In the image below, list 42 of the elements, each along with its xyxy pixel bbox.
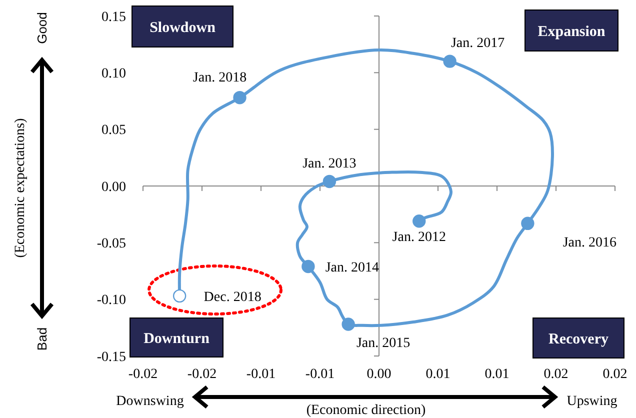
text: Good xyxy=(34,12,50,44)
y-tick-label: 0.00 xyxy=(102,180,126,195)
y-tick-label: -0.05 xyxy=(96,236,126,252)
x-tick-label: -0.02 xyxy=(128,367,158,382)
annotation: Jan. 2013 xyxy=(302,156,356,172)
text: Upswing xyxy=(566,394,618,409)
annotation: Jan. 2012 xyxy=(392,230,446,246)
y-axis-title: (Economic expectations) xyxy=(13,118,28,258)
x-tick-label: -0.02 xyxy=(187,367,217,382)
x-tick-label: 0.02 xyxy=(544,367,568,382)
annotation: Jan. 2017 xyxy=(450,36,505,52)
point xyxy=(443,54,456,68)
point xyxy=(521,216,534,230)
x-tick-label: 0.02 xyxy=(602,367,628,382)
y-tick-label: 0.15 xyxy=(102,10,126,25)
annotation: Downturn xyxy=(144,330,210,347)
annotation: Jan. 2014 xyxy=(325,260,380,276)
x-tick-label: -0.01 xyxy=(305,367,335,382)
x-axis-title: (Economic direction) xyxy=(306,403,426,418)
x-tick-label: -0.01 xyxy=(246,367,276,382)
point xyxy=(342,318,355,331)
point xyxy=(233,91,246,104)
annotation: Jan. 2018 xyxy=(192,70,247,86)
y-tick-label: 0.10 xyxy=(102,66,126,82)
annotation: Dec. 2018 xyxy=(204,290,262,305)
annotation: Recovery xyxy=(548,331,609,348)
x-tick-label: 0.01 xyxy=(484,367,510,382)
annotation: Slowdown xyxy=(150,20,216,36)
point xyxy=(172,289,186,303)
point xyxy=(322,174,336,188)
point xyxy=(412,214,426,228)
y-tick-label: 0.05 xyxy=(102,123,126,138)
y-tick-label: -0.10 xyxy=(96,293,126,308)
y-tick-label: -0.15 xyxy=(96,350,126,365)
annotation: Expansion xyxy=(538,24,606,40)
annotation: Jan. 2015 xyxy=(356,336,410,352)
text: Bad xyxy=(34,327,50,351)
x-tick-label: 0.01 xyxy=(426,367,450,382)
x-tick-label: 0.00 xyxy=(366,367,392,382)
text: Downswing xyxy=(116,394,184,409)
point xyxy=(302,260,315,274)
annotation: Jan. 2016 xyxy=(562,235,617,250)
